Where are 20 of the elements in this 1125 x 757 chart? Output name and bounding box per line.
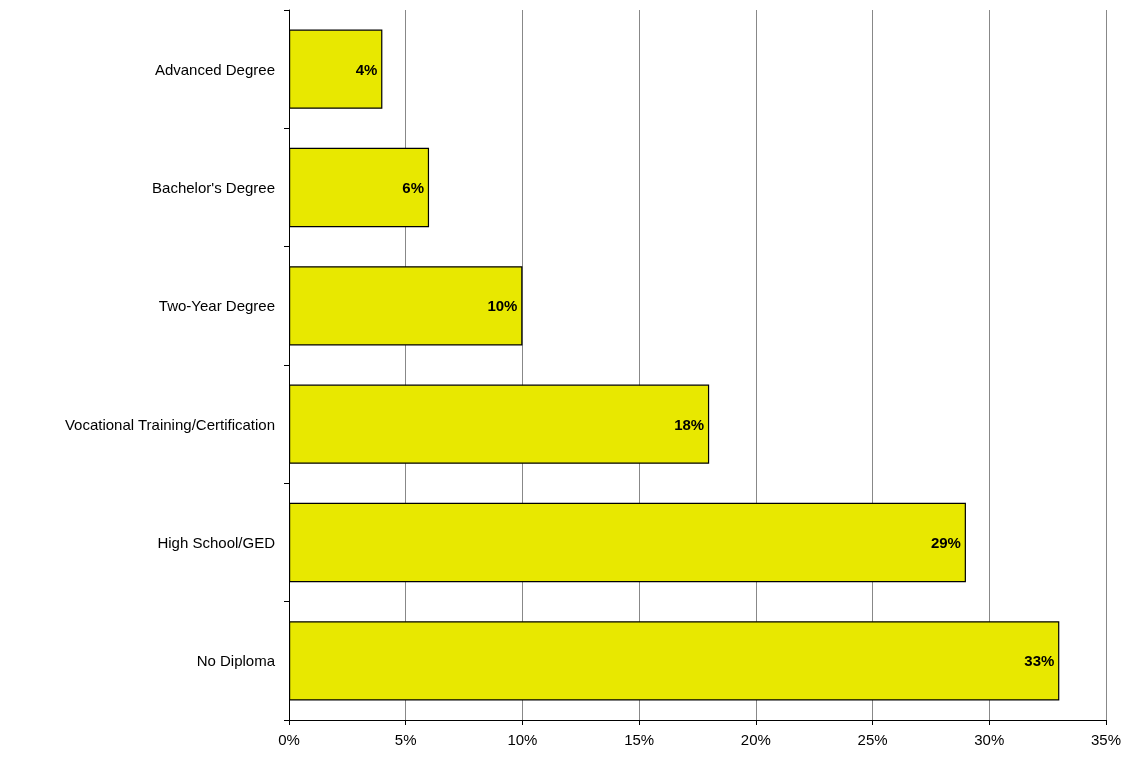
y-tick-label: High School/GED <box>157 534 276 551</box>
data-label: 29% <box>930 534 961 551</box>
x-tick-label: 35% <box>1090 731 1122 748</box>
y-tick-label: Bachelor's Degree <box>152 179 275 196</box>
y-tick-label: Advanced Degree <box>154 60 275 78</box>
data-label: 10% <box>487 297 518 315</box>
x-tick-label: 0% <box>278 731 300 748</box>
y-tick-label: No Diploma <box>196 652 276 670</box>
data-label: 18% <box>674 415 705 433</box>
data-label: 33% <box>1024 652 1055 670</box>
x-tick-label: 5% <box>394 731 417 748</box>
x-tick-label: 25% <box>857 731 888 748</box>
data-label: 6% <box>402 179 425 196</box>
y-tick-label: Two-Year Degree <box>158 297 275 315</box>
x-tick-label: 10% <box>507 731 538 748</box>
data-label: 4% <box>355 60 378 78</box>
x-tick-label: 15% <box>624 731 655 748</box>
x-tick-label: 30% <box>974 731 1005 748</box>
x-tick-label: 20% <box>740 731 771 748</box>
y-tick-label: Vocational Training/Certification <box>64 415 275 433</box>
